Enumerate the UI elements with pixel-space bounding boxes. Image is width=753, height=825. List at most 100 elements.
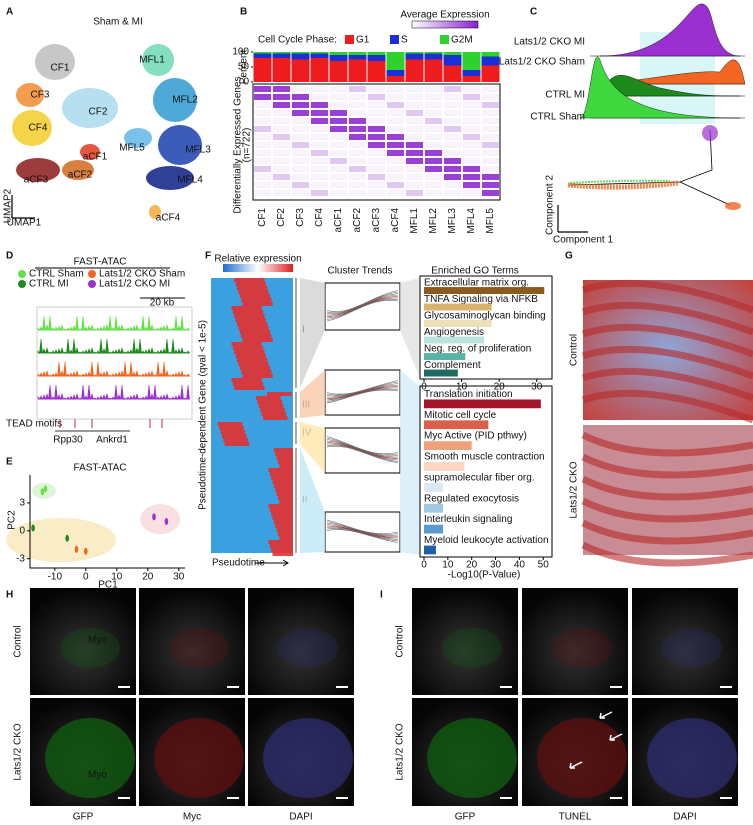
stacked-bar	[348, 55, 367, 60]
coverage-track	[37, 315, 190, 332]
fiber	[581, 541, 753, 567]
signal	[537, 718, 627, 798]
heatmap-cell	[292, 166, 309, 172]
colorbar	[411, 20, 479, 29]
heatmap-cell	[387, 86, 404, 92]
heatmap-cell	[311, 142, 328, 148]
heatmap-cell	[406, 166, 423, 172]
heatmap-cell	[273, 126, 290, 132]
heatmap-cell	[406, 190, 423, 196]
heatmap-cell	[463, 174, 480, 180]
heatmap-cell	[330, 182, 347, 188]
channel-label: Myc	[183, 812, 201, 823]
go-term: Interleukin signaling	[424, 514, 512, 525]
heatmap-row	[239, 366, 271, 370]
heatmap-cell	[406, 94, 423, 100]
heatmap-cell	[387, 190, 404, 196]
go-bar	[424, 482, 444, 492]
go-term: Myeloid leukocyte activation	[424, 535, 549, 546]
heatmap-cell	[254, 166, 271, 172]
heatmap-cell	[273, 166, 290, 172]
heatmap-row	[268, 504, 293, 508]
channel-label: GFP	[73, 812, 94, 823]
go-term: Translation initiation	[424, 389, 513, 400]
heatmap-cell	[387, 134, 404, 140]
trend-line	[326, 388, 399, 402]
x-tick-label: 20	[142, 572, 154, 583]
heatmap-row	[271, 548, 293, 552]
pca-point	[74, 545, 79, 553]
heatmap-cell	[330, 134, 347, 140]
trend-line	[326, 297, 399, 319]
axis-label: Differentially Expressed Genes	[233, 76, 244, 213]
cluster-cloud	[146, 166, 194, 190]
fiber	[581, 367, 753, 402]
heatmap-cell	[254, 86, 271, 92]
axis-arrows	[11, 195, 35, 219]
heatmap-row	[277, 460, 293, 464]
trend-line	[326, 519, 399, 534]
heatmap-row	[232, 310, 264, 314]
heatmap-row	[258, 404, 284, 408]
heatmap-cell	[425, 110, 442, 116]
stacked-bar	[443, 52, 462, 55]
heatmap-row	[224, 442, 250, 446]
scale-label: 20 kb	[150, 298, 175, 309]
heatmap-cell	[444, 182, 461, 188]
heatmap-cell	[406, 86, 423, 92]
heatmap-row	[231, 342, 262, 346]
connector	[400, 370, 420, 555]
heatmap-row	[262, 416, 288, 420]
heatmap-cell	[273, 134, 290, 140]
heatmap-cell	[387, 142, 404, 148]
heatmap-cell	[444, 94, 461, 100]
go-bar	[424, 462, 465, 471]
heatmap-cell	[482, 110, 499, 116]
heatmap-cell	[387, 102, 404, 108]
heatmap-cell	[425, 158, 442, 164]
heatmap-cell	[330, 150, 347, 156]
trend-line	[326, 291, 399, 313]
x-tick-label: 50	[538, 560, 550, 571]
panel-title: FAST-ATAC	[74, 463, 127, 474]
go-bar	[424, 420, 489, 430]
heatmap-cell	[406, 134, 423, 140]
go-term: Myc Active (PID pthwy)	[424, 431, 527, 442]
heatmap-cell	[292, 142, 309, 148]
stacked-bar	[367, 61, 386, 82]
axis-label: Component 2	[545, 175, 556, 235]
signal	[552, 628, 612, 668]
heatmap-cell	[463, 86, 480, 92]
trend-line	[326, 444, 399, 462]
heatmap-cell	[406, 182, 423, 188]
heatmap-cell	[254, 134, 271, 140]
cluster-cloud	[149, 205, 161, 219]
heatmap-cell	[482, 134, 499, 140]
heatmap-cell	[254, 102, 271, 108]
arrow	[599, 711, 613, 719]
x-tick-label: 20	[466, 560, 478, 571]
heatmap-cell	[444, 110, 461, 116]
heatmap-cell	[311, 118, 328, 124]
trend-line	[326, 439, 399, 457]
heatmap-cell	[292, 118, 309, 124]
panel-letter: G	[565, 251, 573, 262]
heatmap-cell	[273, 86, 290, 92]
legend-label: Lats1/2 CKO Sham	[99, 269, 185, 280]
heatmap-cell	[387, 150, 404, 156]
heatmap-row	[241, 298, 272, 302]
heatmap-cell	[463, 182, 480, 188]
heatmap-row	[239, 294, 271, 298]
heatmap-row	[217, 422, 243, 426]
heatmap-cell	[330, 158, 347, 164]
region-label: Myo	[88, 770, 107, 781]
stacked-bar	[462, 76, 481, 82]
axis-label: PC2	[7, 510, 18, 530]
heatmap-cell	[444, 134, 461, 140]
heatmap-row	[236, 322, 268, 326]
heatmap-cell	[292, 110, 309, 116]
signal	[263, 718, 353, 798]
heatmap-cell	[349, 142, 366, 148]
heatmap-row	[277, 532, 293, 536]
heatmap-cell	[444, 190, 461, 196]
